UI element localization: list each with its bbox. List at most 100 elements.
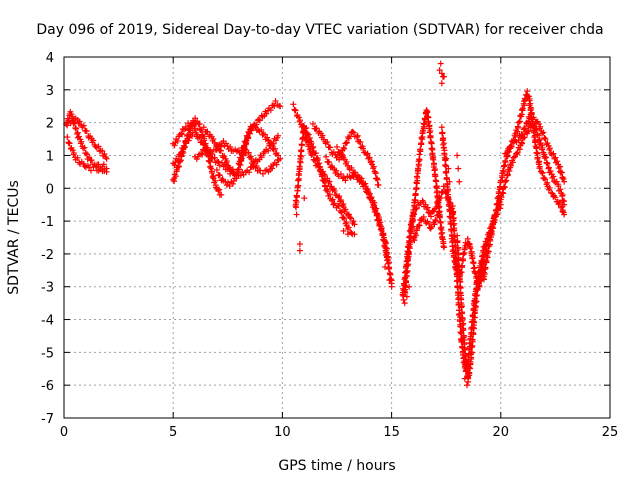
data-point bbox=[418, 134, 425, 141]
data-point bbox=[345, 211, 352, 218]
data-point bbox=[491, 219, 498, 226]
x-tick-label: 20 bbox=[493, 425, 510, 440]
data-point bbox=[400, 296, 407, 303]
data-point bbox=[172, 173, 179, 180]
data-point bbox=[454, 239, 461, 246]
data-point bbox=[312, 150, 319, 157]
data-point bbox=[245, 149, 252, 156]
data-point bbox=[542, 176, 549, 183]
data-point bbox=[449, 209, 456, 216]
data-point bbox=[552, 194, 559, 201]
data-point bbox=[430, 208, 437, 215]
data-point bbox=[374, 176, 381, 183]
data-point bbox=[493, 201, 500, 208]
data-point bbox=[218, 147, 225, 154]
data-point bbox=[277, 103, 284, 110]
data-point bbox=[199, 151, 206, 158]
data-point bbox=[468, 349, 475, 356]
data-point bbox=[466, 364, 473, 371]
y-tick-label: -3 bbox=[41, 281, 54, 296]
data-point bbox=[295, 114, 302, 121]
data-point bbox=[387, 271, 394, 278]
x-tick-label: 5 bbox=[169, 425, 177, 440]
data-point bbox=[470, 265, 477, 272]
data-point bbox=[467, 245, 474, 252]
data-point bbox=[348, 164, 355, 171]
data-point bbox=[196, 134, 203, 141]
data-point bbox=[208, 165, 215, 172]
data-point bbox=[473, 298, 480, 305]
y-tick-label: -7 bbox=[41, 412, 54, 427]
data-point bbox=[335, 203, 342, 210]
data-point bbox=[438, 80, 445, 87]
data-point bbox=[538, 130, 545, 137]
y-tick-label: -4 bbox=[41, 314, 54, 329]
data-point bbox=[441, 73, 448, 80]
data-point bbox=[323, 153, 330, 160]
data-point bbox=[466, 372, 473, 379]
data-point bbox=[434, 200, 441, 207]
data-point bbox=[502, 159, 509, 166]
data-point bbox=[451, 227, 458, 234]
data-point bbox=[340, 227, 347, 234]
data-point bbox=[420, 213, 427, 220]
data-point bbox=[542, 135, 549, 142]
data-point bbox=[454, 232, 461, 239]
data-point bbox=[336, 149, 343, 156]
data-point bbox=[171, 161, 178, 168]
data-point bbox=[532, 127, 539, 134]
data-point bbox=[256, 117, 263, 124]
data-point bbox=[343, 158, 350, 165]
data-point bbox=[519, 140, 526, 147]
data-point bbox=[533, 126, 540, 133]
data-point bbox=[210, 135, 217, 142]
data-point bbox=[540, 129, 547, 136]
data-point bbox=[432, 218, 439, 225]
data-point bbox=[216, 172, 223, 179]
data-point bbox=[214, 158, 221, 165]
data-point bbox=[539, 169, 546, 176]
data-point bbox=[252, 124, 259, 131]
data-point bbox=[338, 209, 345, 216]
x-tick-label: 25 bbox=[602, 425, 619, 440]
data-point bbox=[372, 169, 379, 176]
data-point bbox=[179, 131, 186, 138]
data-point bbox=[414, 174, 421, 181]
data-point bbox=[500, 168, 507, 175]
data-point bbox=[253, 163, 260, 170]
data-point bbox=[290, 101, 297, 108]
data-point bbox=[221, 153, 228, 160]
data-point bbox=[74, 129, 81, 136]
data-point bbox=[413, 184, 420, 191]
data-point bbox=[406, 234, 413, 241]
data-point bbox=[471, 319, 478, 326]
data-point bbox=[258, 154, 265, 161]
data-point bbox=[547, 168, 554, 175]
data-point bbox=[358, 175, 365, 182]
data-point bbox=[189, 133, 196, 140]
y-tick-label: 0 bbox=[46, 182, 54, 197]
data-point bbox=[204, 128, 211, 135]
data-point bbox=[175, 163, 182, 170]
data-point bbox=[555, 183, 562, 190]
data-point bbox=[411, 196, 418, 203]
data-point bbox=[233, 148, 240, 155]
data-point bbox=[487, 237, 494, 244]
data-point bbox=[470, 260, 477, 267]
data-point bbox=[103, 155, 110, 162]
data-point bbox=[178, 130, 185, 137]
data-point bbox=[272, 145, 279, 152]
data-point bbox=[534, 154, 541, 161]
data-point bbox=[296, 241, 303, 248]
data-point bbox=[259, 170, 266, 177]
data-point bbox=[366, 190, 373, 197]
data-point bbox=[364, 186, 371, 193]
data-point bbox=[182, 140, 189, 147]
data-point bbox=[200, 124, 207, 131]
data-point bbox=[461, 375, 468, 382]
y-tick-label: 1 bbox=[46, 149, 54, 164]
data-point bbox=[336, 198, 343, 205]
data-point bbox=[468, 344, 475, 351]
data-point bbox=[209, 151, 216, 158]
